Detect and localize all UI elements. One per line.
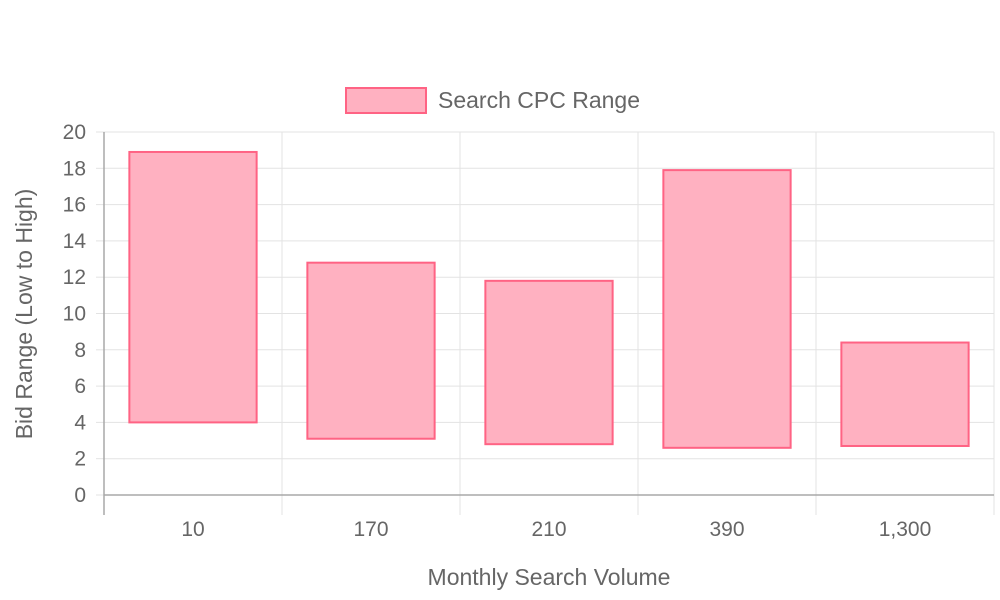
y-tick-label: 16 [63, 194, 86, 217]
x-tick-label: 210 [531, 518, 566, 541]
y-tick-label: 6 [74, 375, 86, 398]
x-tick-labels: 10 170 210 390 1,300 [181, 518, 931, 541]
y-tick-label: 2 [74, 448, 86, 471]
x-tick-label: 10 [181, 518, 204, 541]
bar-210[interactable] [484, 279, 614, 446]
y-tick-label: 20 [63, 121, 86, 144]
bars [128, 150, 970, 449]
y-tick-label: 0 [74, 484, 86, 507]
bar-1300[interactable] [840, 341, 970, 447]
y-axis-title: Bid Range (Low to High) [11, 189, 37, 440]
legend[interactable]: Search CPC Range [345, 87, 640, 114]
bar-170[interactable] [306, 261, 436, 440]
y-tick-label: 12 [63, 266, 86, 289]
legend-label-search-cpc-range: Search CPC Range [438, 87, 640, 113]
y-tick-label: 4 [74, 411, 86, 434]
x-axis-title: Monthly Search Volume [428, 564, 671, 590]
axes [103, 132, 994, 515]
y-tick-label: 8 [74, 339, 86, 362]
y-tick-label: 18 [63, 157, 86, 180]
legend-swatch-search-cpc-range [345, 87, 427, 114]
x-tick-label: 390 [709, 518, 744, 541]
x-tick-label: 1,300 [879, 518, 932, 541]
y-tick-label: 10 [63, 303, 86, 326]
y-tick-label: 14 [63, 230, 87, 253]
bar-10[interactable] [128, 150, 258, 424]
x-tick-label: 170 [353, 518, 388, 541]
bar-390[interactable] [662, 169, 792, 449]
y-tick-labels: 0 2 4 6 8 10 12 14 16 18 20 [63, 121, 87, 507]
